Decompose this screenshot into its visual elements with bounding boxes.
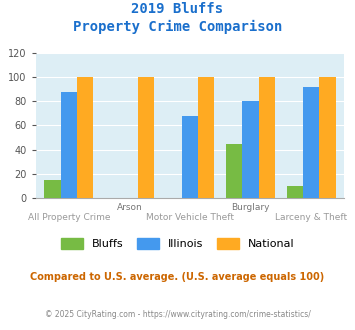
Text: Larceny & Theft: Larceny & Theft xyxy=(275,213,347,222)
Bar xyxy=(242,101,259,198)
Bar xyxy=(226,144,242,198)
Bar xyxy=(259,77,275,198)
Text: Property Crime Comparison: Property Crime Comparison xyxy=(73,20,282,34)
Bar xyxy=(198,77,214,198)
Text: Motor Vehicle Theft: Motor Vehicle Theft xyxy=(146,213,234,222)
Text: All Property Crime: All Property Crime xyxy=(28,213,110,222)
Bar xyxy=(182,116,198,198)
Bar xyxy=(44,180,61,198)
Text: Burglary: Burglary xyxy=(231,203,270,212)
Bar xyxy=(319,77,335,198)
Bar xyxy=(77,77,93,198)
Text: © 2025 CityRating.com - https://www.cityrating.com/crime-statistics/: © 2025 CityRating.com - https://www.city… xyxy=(45,310,310,319)
Legend: Bluffs, Illinois, National: Bluffs, Illinois, National xyxy=(56,233,299,253)
Bar xyxy=(303,87,319,198)
Text: Compared to U.S. average. (U.S. average equals 100): Compared to U.S. average. (U.S. average … xyxy=(31,272,324,282)
Text: 2019 Bluffs: 2019 Bluffs xyxy=(131,2,224,16)
Bar xyxy=(137,77,154,198)
Bar xyxy=(286,186,303,198)
Text: Arson: Arson xyxy=(116,203,142,212)
Bar xyxy=(61,91,77,198)
